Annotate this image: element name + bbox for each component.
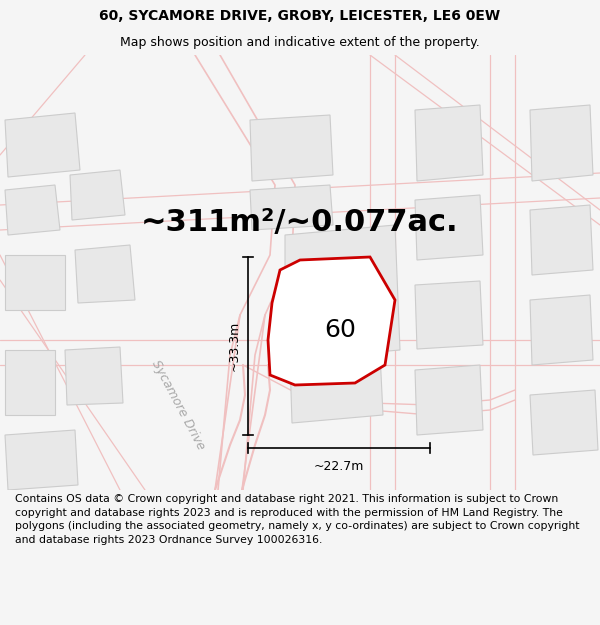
Polygon shape (5, 255, 65, 310)
Polygon shape (268, 257, 395, 385)
Polygon shape (530, 205, 593, 275)
Polygon shape (5, 113, 80, 177)
Polygon shape (290, 353, 383, 423)
Text: ~33.3m: ~33.3m (228, 321, 241, 371)
Polygon shape (415, 365, 483, 435)
Polygon shape (65, 347, 123, 405)
Polygon shape (5, 185, 60, 235)
Text: ~22.7m: ~22.7m (314, 460, 364, 473)
Text: 60, SYCAMORE DRIVE, GROBY, LEICESTER, LE6 0EW: 60, SYCAMORE DRIVE, GROBY, LEICESTER, LE… (100, 9, 500, 24)
Polygon shape (415, 281, 483, 349)
Polygon shape (530, 390, 598, 455)
Polygon shape (285, 225, 400, 360)
Text: ~311m²/~0.077ac.: ~311m²/~0.077ac. (141, 209, 459, 238)
Polygon shape (530, 105, 593, 181)
Polygon shape (530, 295, 593, 365)
Polygon shape (5, 350, 55, 415)
Text: Sycamore Drive: Sycamore Drive (149, 358, 207, 452)
Text: Map shows position and indicative extent of the property.: Map shows position and indicative extent… (120, 36, 480, 49)
Polygon shape (415, 105, 483, 181)
Polygon shape (70, 170, 125, 220)
Polygon shape (250, 115, 333, 181)
Text: Contains OS data © Crown copyright and database right 2021. This information is : Contains OS data © Crown copyright and d… (15, 494, 580, 545)
Polygon shape (250, 185, 333, 230)
Polygon shape (75, 245, 135, 303)
Polygon shape (415, 195, 483, 260)
Text: 60: 60 (324, 318, 356, 342)
Polygon shape (5, 430, 78, 490)
